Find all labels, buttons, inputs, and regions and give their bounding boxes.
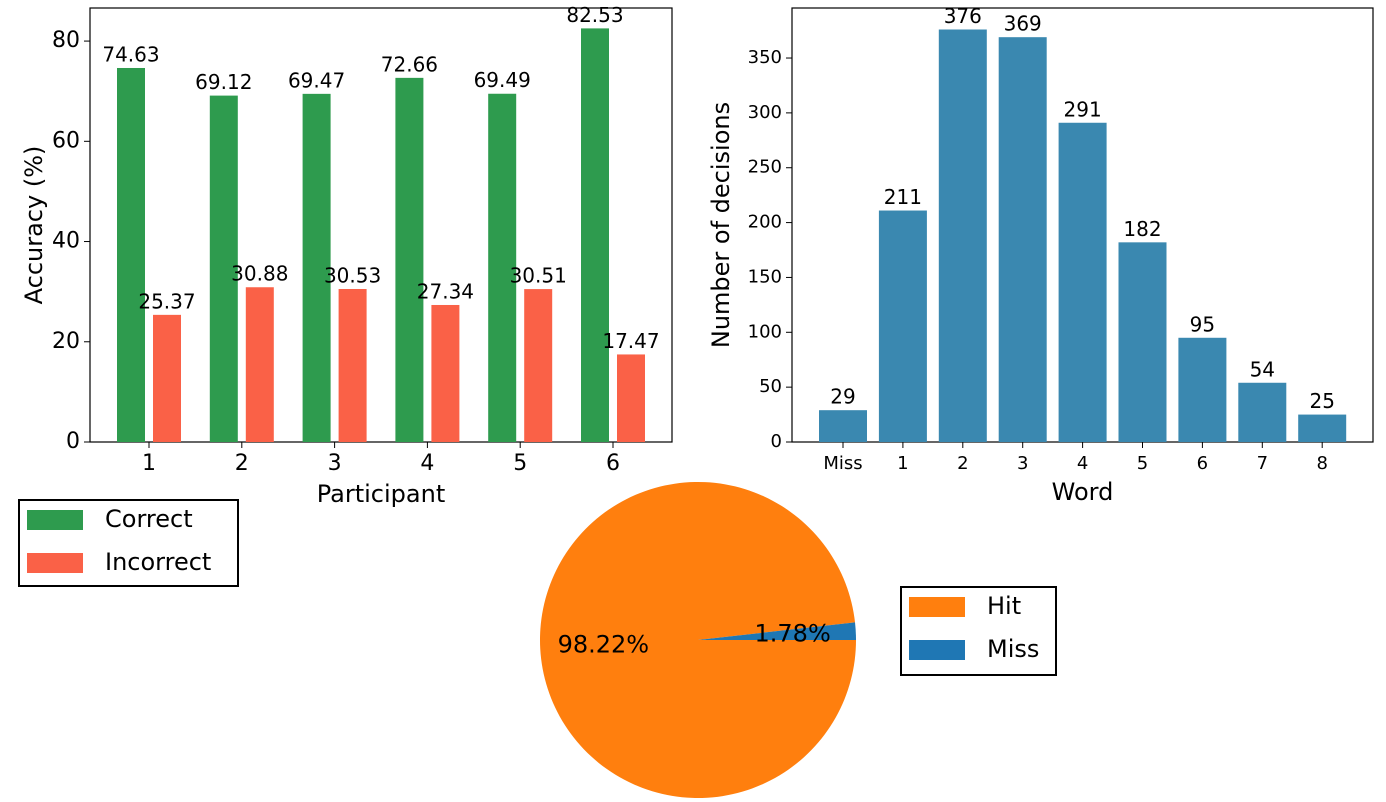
value-label: 30.53 [324, 263, 381, 287]
slice-label: 1.78% [755, 620, 831, 648]
value-label: 74.63 [102, 42, 159, 66]
y-tick-label: 0 [66, 429, 80, 454]
x-tick-label: 5 [513, 451, 527, 476]
bar [819, 410, 867, 442]
y-tick-label: 40 [52, 229, 80, 254]
x-tick-label: 6 [606, 451, 620, 476]
slice-label: 98.22% [558, 630, 650, 658]
value-label: 69.47 [288, 68, 345, 92]
y-tick-label: 250 [748, 157, 782, 178]
x-tick-label: 7 [1257, 453, 1268, 474]
value-label: 27.34 [417, 279, 474, 303]
pie-slice [698, 622, 856, 640]
pie-slice [540, 481, 856, 798]
legend-swatch [909, 640, 965, 660]
x-axis-label: Participant [317, 480, 445, 508]
value-label: 291 [1064, 97, 1102, 121]
y-tick-label: 300 [748, 102, 782, 123]
bar [117, 67, 145, 442]
y-tick-label: 100 [748, 321, 782, 342]
bar [153, 314, 181, 442]
x-axis-label: Word [1052, 478, 1114, 506]
value-label: 30.51 [510, 264, 567, 288]
y-tick-label: 80 [52, 28, 80, 53]
legend-swatch [909, 597, 965, 617]
bar [1118, 242, 1167, 442]
bar [338, 288, 367, 442]
y-axis-label: Number of decisions [707, 102, 735, 348]
x-tick-label: 1 [897, 453, 908, 474]
legend-label: Correct [105, 505, 193, 533]
x-tick-label: 1 [142, 451, 156, 476]
legend-label: Incorrect [105, 548, 211, 576]
value-label: 54 [1250, 357, 1275, 381]
y-tick-label: 0 [771, 431, 782, 452]
value-label: 82.53 [566, 3, 623, 27]
bar [302, 93, 331, 442]
y-axis-label: Accuracy (%) [20, 146, 48, 305]
value-label: 182 [1123, 217, 1161, 241]
bar [878, 210, 927, 442]
value-label: 25 [1309, 389, 1334, 413]
x-tick-label: 4 [1077, 453, 1088, 474]
bar [1238, 382, 1287, 442]
bar [395, 77, 424, 443]
x-tick-label: 2 [957, 453, 968, 474]
x-tick-label: Miss [823, 453, 862, 474]
value-label: 211 [884, 185, 922, 209]
plot-area [89, 7, 673, 443]
value-label: 30.88 [231, 262, 288, 286]
value-label: 95 [1190, 312, 1215, 336]
legend-swatch [27, 510, 83, 530]
x-tick-label: 8 [1316, 453, 1327, 474]
x-tick-label: 3 [328, 451, 342, 476]
x-tick-label: 6 [1197, 453, 1208, 474]
value-label: 29 [830, 385, 855, 409]
value-label: 369 [1004, 12, 1042, 36]
y-tick-label: 50 [759, 376, 782, 397]
bar [209, 95, 238, 443]
bar [1178, 337, 1227, 442]
bar [488, 93, 517, 443]
x-tick-label: 5 [1137, 453, 1148, 474]
value-label: 69.12 [195, 70, 252, 94]
y-tick-label: 20 [52, 329, 80, 354]
y-tick-label: 200 [748, 212, 782, 233]
bar [617, 354, 645, 442]
bar [524, 289, 553, 442]
bar [245, 287, 274, 442]
legend-swatch [27, 553, 83, 573]
legend-label: Hit [987, 592, 1021, 620]
y-tick-label: 60 [52, 128, 80, 153]
value-label: 69.49 [474, 68, 531, 92]
x-tick-label: 4 [420, 451, 434, 476]
value-label: 376 [944, 4, 982, 28]
bar [1058, 122, 1107, 442]
legend-label: Miss [987, 635, 1039, 663]
y-tick-label: 350 [748, 47, 782, 68]
value-label: 17.47 [602, 329, 659, 353]
bar [431, 304, 460, 442]
bar [1298, 414, 1347, 442]
value-label: 25.37 [138, 289, 195, 313]
y-tick-label: 150 [748, 266, 782, 287]
bar [581, 28, 609, 442]
bar [938, 29, 987, 442]
x-tick-label: 2 [235, 451, 249, 476]
value-label: 72.66 [381, 52, 438, 76]
bar [998, 37, 1047, 442]
x-tick-label: 3 [1017, 453, 1028, 474]
